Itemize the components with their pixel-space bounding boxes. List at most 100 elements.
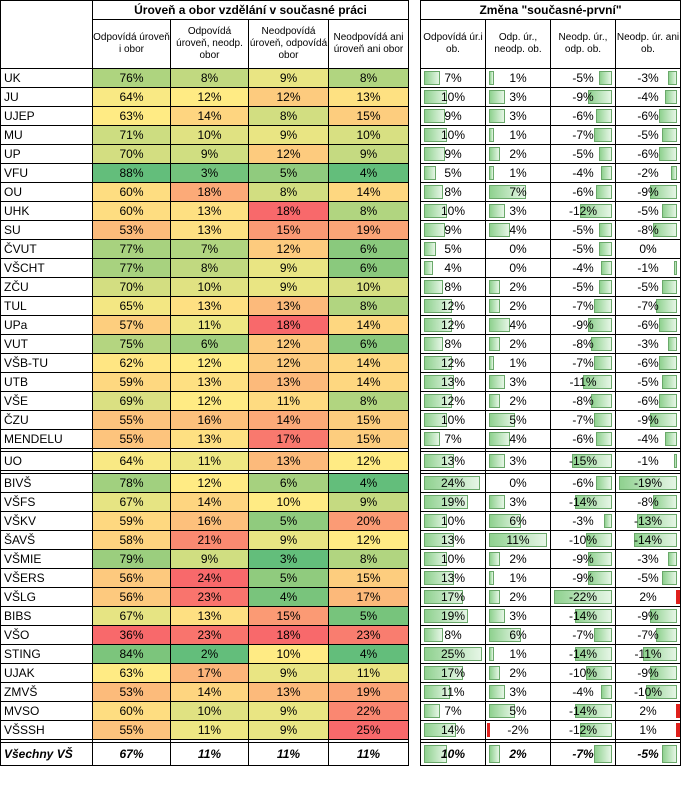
change-cell: -3% (615, 68, 681, 88)
row-name: VŠCHT (0, 258, 93, 278)
change-bar (575, 609, 612, 623)
row-name: UP (0, 144, 93, 164)
table-row: ČZU 55% 16% 14% 15% 10% 5% -7% -9% (0, 410, 681, 430)
change-cell: 2% (485, 391, 551, 411)
row-name: VŠFS (0, 492, 93, 512)
gap (408, 644, 421, 664)
row-name: UJAK (0, 663, 93, 683)
change-cell: -9% (550, 549, 616, 569)
change-cell: 13% (420, 530, 486, 550)
change-cell: 0% (485, 258, 551, 278)
change-cell: 13% (420, 451, 486, 471)
change-value: 5% (444, 242, 462, 256)
change-value: -6% (572, 185, 594, 199)
change-cell: -4% (550, 682, 616, 702)
change-cell: -22% (550, 587, 616, 607)
change-value: 4% (509, 432, 527, 446)
value-cell: 11% (170, 720, 249, 740)
value-cell: 15% (248, 606, 329, 626)
separator-cell (408, 448, 421, 452)
value-cell: 9% (328, 492, 409, 512)
change-value: 7% (509, 185, 527, 199)
change-bar (665, 432, 677, 446)
change-cell: 4% (485, 315, 551, 335)
change-value: -1% (637, 454, 659, 468)
change-cell: -5% (615, 742, 681, 766)
change-value: 4% (509, 223, 527, 237)
change-value: 12% (440, 299, 466, 313)
table-row: ŠAVŠ 58% 21% 9% 12% 13% 11% -10% -14% (0, 530, 681, 550)
change-value: 5% (509, 413, 527, 427)
change-value: 2% (509, 590, 527, 604)
change-bar (424, 745, 447, 763)
change-value: 11% (441, 685, 465, 699)
value-cell: 25% (328, 720, 409, 740)
change-bar (489, 394, 500, 408)
change-bar (575, 647, 612, 661)
change-value: -15% (568, 454, 597, 468)
table-row: MU 71% 10% 9% 10% 10% 1% -7% -5% (0, 125, 681, 145)
change-bar (668, 337, 677, 351)
change-bar (601, 261, 612, 275)
change-bar (588, 318, 612, 332)
change-value: -6% (637, 318, 659, 332)
change-value: 19% (440, 495, 466, 509)
gap (408, 473, 421, 493)
change-value: -6% (572, 109, 594, 123)
table-row: OU 60% 18% 8% 14% 8% 7% -6% -9% (0, 182, 681, 202)
change-value: 5% (509, 704, 527, 718)
change-value: 24% (440, 476, 466, 490)
change-cell: -7% (550, 742, 616, 766)
row-name: UPa (0, 315, 93, 335)
change-value: 14% (440, 723, 466, 737)
value-cell: 14% (170, 682, 249, 702)
value-cell: 67% (92, 606, 171, 626)
value-cell: 8% (328, 391, 409, 411)
change-cell: 2% (485, 742, 551, 766)
change-value: -7% (572, 356, 594, 370)
change-value: 0% (639, 242, 657, 256)
value-cell: 24% (170, 568, 249, 588)
table-row: VŠERS 56% 24% 5% 15% 13% 1% -9% -5% (0, 568, 681, 588)
table-row: VŠFS 67% 14% 10% 9% 19% 3% -14% -8% (0, 492, 681, 512)
change-bar (676, 704, 680, 718)
value-cell: 76% (92, 68, 171, 88)
value-cell: 9% (248, 701, 329, 721)
change-cell: -5% (550, 277, 616, 297)
row-name: VŠE (0, 391, 93, 411)
change-bar (580, 204, 612, 218)
col-header: Odpovídá úroveň i obor (92, 19, 171, 69)
value-cell: 11% (248, 391, 329, 411)
change-cell: -9% (550, 87, 616, 107)
value-cell: 20% (328, 511, 409, 531)
value-cell: 10% (170, 125, 249, 145)
change-bar (489, 223, 510, 237)
gap (408, 239, 421, 259)
change-value: 10% (440, 552, 466, 566)
change-cell: 3% (485, 492, 551, 512)
change-bar (489, 745, 500, 763)
gap (408, 258, 421, 278)
change-value: -9% (637, 413, 659, 427)
change-value: -9% (572, 552, 594, 566)
change-bar (424, 628, 443, 642)
change-bar (637, 514, 677, 528)
change-cell: -6% (615, 391, 681, 411)
gap (408, 144, 421, 164)
change-cell: -7% (550, 353, 616, 373)
value-cell: 11% (170, 315, 249, 335)
table-row: UTB 59% 13% 13% 14% 13% 3% -11% -5% (0, 372, 681, 392)
value-cell: 67% (92, 492, 171, 512)
change-bar (583, 375, 612, 389)
change-cell: -2% (485, 720, 551, 740)
table-row: VŠO 36% 23% 18% 23% 8% 6% -7% -7% (0, 625, 681, 645)
change-cell: 3% (485, 682, 551, 702)
value-cell: 6% (328, 258, 409, 278)
change-value: 4% (444, 261, 462, 275)
row-name: VFU (0, 163, 93, 183)
change-value: -11% (634, 647, 662, 661)
change-bar (489, 571, 494, 585)
change-value: -7% (572, 413, 594, 427)
change-value: 8% (444, 628, 462, 642)
gap (408, 549, 421, 569)
